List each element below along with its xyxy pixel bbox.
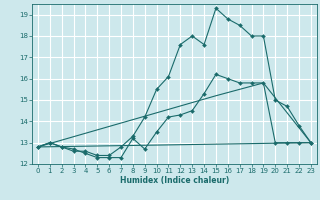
X-axis label: Humidex (Indice chaleur): Humidex (Indice chaleur) <box>120 176 229 185</box>
